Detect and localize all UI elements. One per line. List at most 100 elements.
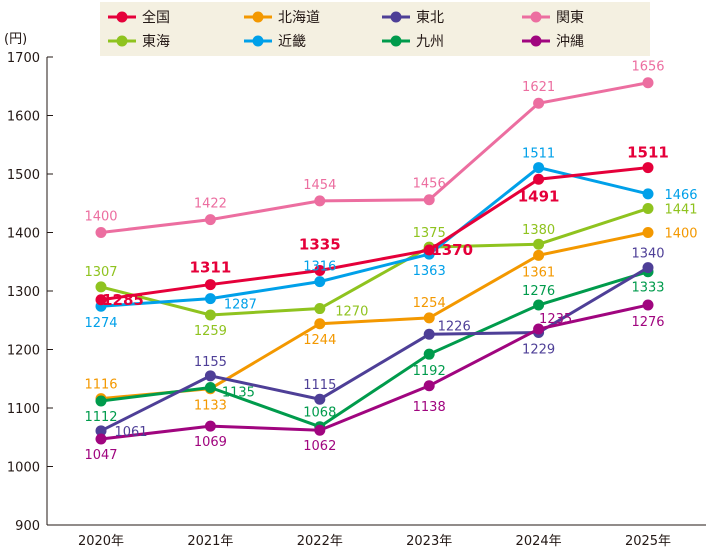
series-line xyxy=(100,266,649,433)
series-東北 xyxy=(95,262,654,437)
legend-marker xyxy=(252,11,264,23)
legend-box xyxy=(100,2,650,56)
legend-label: 全国 xyxy=(142,9,170,26)
series-全国 xyxy=(95,162,654,306)
series-沖縄 xyxy=(95,299,654,445)
data-label: 1380 xyxy=(522,223,555,238)
data-label: 1276 xyxy=(631,315,664,330)
data-label: 1422 xyxy=(194,197,227,212)
legend-item-関東: 関東 xyxy=(522,10,584,26)
data-label: 1454 xyxy=(303,178,336,193)
legend-label: 東海 xyxy=(142,34,170,50)
data-label: 1115 xyxy=(303,378,336,393)
data-label: 1259 xyxy=(194,324,227,339)
x-tick-label: 2025年 xyxy=(625,534,671,549)
series-line xyxy=(100,166,649,302)
data-label: 1138 xyxy=(413,400,446,415)
x-tick-label: 2024年 xyxy=(516,534,562,549)
data-label: 1511 xyxy=(522,147,555,162)
data-point xyxy=(533,249,545,261)
data-label: 1069 xyxy=(194,435,227,450)
legend-marker xyxy=(390,11,402,23)
data-label: 1363 xyxy=(413,264,446,279)
y-tick-label: 1400 xyxy=(7,227,40,242)
data-label: 1491 xyxy=(518,187,560,205)
data-point xyxy=(314,318,326,330)
data-point xyxy=(423,312,435,324)
data-label: 1621 xyxy=(522,80,555,95)
legend-item-沖縄: 沖縄 xyxy=(522,34,584,50)
series-九州 xyxy=(95,266,654,433)
series-line xyxy=(100,207,649,317)
data-label: 1062 xyxy=(303,439,336,454)
data-point xyxy=(423,244,435,256)
data-label: 1361 xyxy=(522,265,555,280)
data-label: 1441 xyxy=(664,203,697,218)
series-近畿 xyxy=(95,162,654,312)
x-tick-label: 2021年 xyxy=(187,534,233,549)
y-axis-unit: (円) xyxy=(4,32,27,47)
data-label: 1116 xyxy=(84,378,117,393)
legend-label: 関東 xyxy=(556,10,584,26)
data-point xyxy=(423,194,435,206)
data-point xyxy=(204,279,216,291)
legend-item-全国: 全国 xyxy=(108,9,170,26)
data-label: 1274 xyxy=(84,316,117,331)
y-tick-label: 1000 xyxy=(7,461,40,476)
data-point xyxy=(533,162,545,174)
data-label: 1135 xyxy=(222,386,255,401)
legend-item-北海道: 北海道 xyxy=(244,10,320,26)
data-label: 1254 xyxy=(413,296,446,311)
legend-marker xyxy=(116,11,128,23)
data-point xyxy=(423,348,435,360)
data-label: 1192 xyxy=(413,364,446,379)
x-tick-label: 2020年 xyxy=(78,534,124,549)
data-label: 1511 xyxy=(627,144,669,162)
data-point xyxy=(533,97,545,109)
data-label: 1270 xyxy=(335,305,368,320)
data-label: 1155 xyxy=(194,355,227,370)
data-point xyxy=(95,425,107,437)
x-tick-label: 2022年 xyxy=(297,534,343,549)
data-label: 1226 xyxy=(438,319,471,334)
data-point xyxy=(642,262,654,274)
data-label: 1133 xyxy=(194,399,227,414)
data-point xyxy=(423,380,435,392)
y-tick-label: 1300 xyxy=(7,285,40,300)
legend-label: 北海道 xyxy=(278,10,320,26)
data-label: 1335 xyxy=(299,236,341,254)
data-label: 1375 xyxy=(413,226,446,241)
data-label: 1112 xyxy=(84,410,117,425)
legend-label: 東北 xyxy=(416,10,444,26)
data-label: 1311 xyxy=(190,259,232,277)
data-label: 1061 xyxy=(114,425,147,440)
data-label: 1456 xyxy=(413,177,446,192)
series-東海 xyxy=(95,203,654,321)
data-point xyxy=(95,294,107,306)
legend-item-東海: 東海 xyxy=(108,34,170,50)
x-tick-label: 2023年 xyxy=(406,534,452,549)
series-line xyxy=(100,81,649,234)
series-line xyxy=(100,303,649,441)
data-point xyxy=(95,433,107,445)
data-label: 1229 xyxy=(522,343,555,358)
data-point xyxy=(204,309,216,321)
data-point xyxy=(95,281,107,293)
data-point xyxy=(95,227,107,238)
data-label: 1400 xyxy=(664,227,697,242)
legend-item-九州: 九州 xyxy=(382,34,444,50)
data-label: 1400 xyxy=(84,210,117,225)
series-line xyxy=(100,270,649,429)
data-point xyxy=(204,420,216,432)
data-point xyxy=(642,162,654,174)
data-point xyxy=(314,393,326,405)
data-point xyxy=(533,323,545,335)
data-label: 1047 xyxy=(84,448,117,463)
y-tick-label: 1200 xyxy=(7,344,40,359)
data-point xyxy=(533,238,545,250)
data-point xyxy=(95,395,107,407)
legend-item-近畿: 近畿 xyxy=(244,34,306,50)
series-関東 xyxy=(95,77,654,238)
data-point xyxy=(642,203,654,215)
